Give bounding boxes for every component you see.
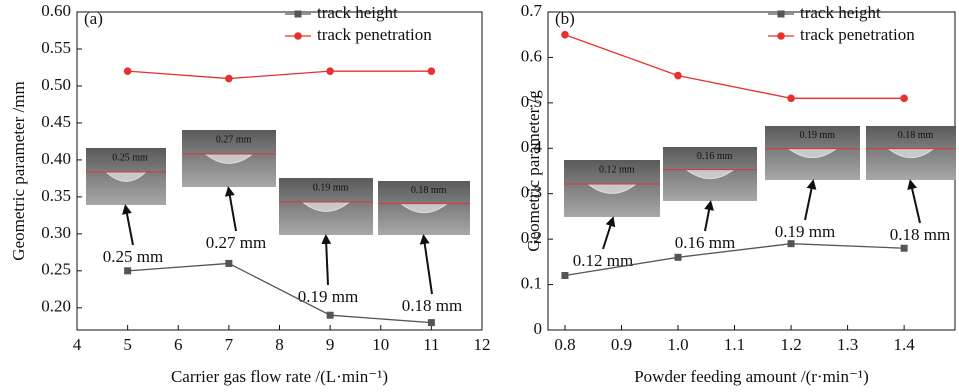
- arrow: [603, 221, 612, 249]
- x-tick-label: 10: [372, 335, 389, 354]
- point: [675, 254, 682, 261]
- arrow: [911, 184, 920, 223]
- inset-label: 0.18 mm: [898, 130, 934, 141]
- point: [901, 245, 908, 252]
- legend-marker: [295, 11, 302, 18]
- y-tick-label: 0.7: [521, 1, 543, 20]
- y-tick-label: 0.40: [41, 149, 71, 168]
- x-tick-label: 1.3: [837, 335, 858, 354]
- legend-label: track height: [800, 3, 881, 22]
- inset-label: 0.19 mm: [313, 183, 349, 194]
- point: [124, 67, 132, 75]
- arrow: [326, 239, 328, 285]
- series-line: [128, 71, 432, 78]
- y-tick-label: 0.60: [41, 1, 71, 20]
- x-tick-label: 6: [174, 335, 183, 354]
- x-tick-label: 1.4: [894, 335, 916, 354]
- inset-label: 0.12 mm: [599, 165, 635, 176]
- arrow: [126, 209, 133, 245]
- y-tick-label: 0.35: [41, 186, 71, 205]
- point: [225, 75, 233, 83]
- x-tick-label: 1.2: [780, 335, 801, 354]
- legend-marker: [294, 32, 302, 40]
- x-tick-label: 5: [123, 335, 132, 354]
- series-line: [128, 263, 432, 322]
- y-tick-label: 0.20: [41, 297, 71, 316]
- y-tick-label: 0.55: [41, 38, 71, 57]
- arrow: [229, 191, 236, 231]
- panel-label: (b): [555, 9, 575, 28]
- y-tick-label: 0.25: [41, 260, 71, 279]
- y-tick-label: 0.45: [41, 112, 71, 131]
- figure: 4 5 6 7 8 9 10 11 12 0.20 0.25 0.30 0.35 0.40 0.45 0.50…: [0, 0, 959, 392]
- y-tick-label: 0.6: [521, 46, 542, 65]
- point: [326, 67, 334, 75]
- annotation: 0.16 mm: [675, 233, 735, 252]
- inset-label: 0.19 mm: [799, 130, 835, 141]
- y-tick-label: 0.30: [41, 223, 71, 242]
- point: [124, 267, 131, 274]
- point: [561, 31, 569, 39]
- y-axis-label: Geometric parameter /mm: [9, 81, 28, 260]
- x-tick-label: 0.9: [611, 335, 632, 354]
- x-tick-label: 7: [225, 335, 234, 354]
- point: [327, 312, 334, 319]
- annotation: 0.19 mm: [775, 222, 835, 241]
- x-tick-label: 8: [275, 335, 284, 354]
- x-axis-label: Carrier gas flow rate /(L·min⁻¹): [171, 367, 388, 386]
- x-tick-label: 1.1: [724, 335, 745, 354]
- point: [787, 95, 795, 103]
- series-line: [565, 35, 904, 99]
- point: [428, 319, 435, 326]
- inset-label: 0.16 mm: [697, 151, 733, 162]
- x-tick-label: 0.8: [554, 335, 575, 354]
- arrow: [705, 205, 710, 231]
- inset-label: 0.25 mm: [112, 153, 148, 164]
- legend-label: track penetration: [800, 25, 915, 44]
- y-tick-label: 0: [534, 319, 543, 338]
- x-tick-label: 11: [423, 335, 439, 354]
- x-tick-label: 4: [73, 335, 82, 354]
- panel-label: (a): [84, 9, 103, 28]
- legend-marker: [777, 32, 785, 40]
- annotation: 0.12 mm: [573, 251, 633, 270]
- x-axis-label: Powder feeding amount /(r·min⁻¹): [634, 367, 869, 386]
- point: [788, 240, 795, 247]
- arrow: [424, 239, 432, 294]
- legend-label: track penetration: [317, 25, 432, 44]
- legend-marker: [778, 11, 785, 18]
- x-tick-label: 12: [474, 335, 491, 354]
- annotation: 0.18 mm: [890, 225, 950, 244]
- annotation: 0.18 mm: [402, 296, 462, 315]
- point: [900, 95, 908, 103]
- point: [561, 272, 568, 279]
- y-tick-label: 0.50: [41, 75, 71, 94]
- x-tick-label: 9: [326, 335, 335, 354]
- point: [225, 260, 232, 267]
- arrow: [805, 184, 813, 220]
- annotation: 0.25 mm: [103, 247, 163, 266]
- inset-label: 0.18 mm: [411, 185, 447, 196]
- legend-label: track height: [317, 3, 398, 22]
- y-tick-label: 0.1: [521, 273, 542, 292]
- point: [428, 67, 436, 75]
- point: [674, 72, 682, 80]
- x-tick-label: 1.0: [667, 335, 688, 354]
- y-axis-label: Geometric parameter /g: [524, 90, 543, 252]
- annotation: 0.27 mm: [206, 233, 266, 252]
- inset-label: 0.27 mm: [216, 135, 252, 146]
